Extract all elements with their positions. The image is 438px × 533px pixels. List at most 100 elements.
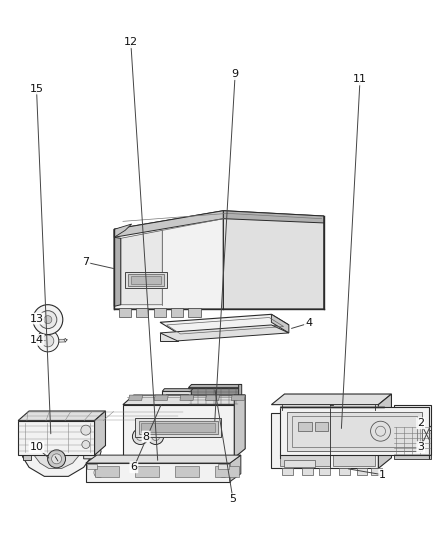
Polygon shape — [319, 469, 330, 475]
Polygon shape — [298, 422, 311, 431]
Polygon shape — [18, 421, 95, 455]
Polygon shape — [394, 405, 431, 426]
Polygon shape — [285, 461, 315, 467]
Text: 11: 11 — [353, 75, 367, 84]
Polygon shape — [272, 413, 378, 469]
Polygon shape — [136, 308, 148, 317]
Polygon shape — [139, 421, 218, 434]
Text: 12: 12 — [124, 37, 138, 47]
Polygon shape — [175, 466, 198, 477]
Polygon shape — [394, 426, 431, 455]
Circle shape — [42, 335, 54, 347]
Polygon shape — [315, 422, 328, 431]
Circle shape — [39, 311, 57, 329]
Text: 14: 14 — [29, 335, 43, 345]
Text: 8: 8 — [142, 432, 150, 441]
Polygon shape — [231, 395, 245, 400]
Polygon shape — [121, 230, 162, 305]
Polygon shape — [166, 394, 187, 410]
Polygon shape — [230, 455, 241, 482]
Polygon shape — [114, 211, 223, 309]
Polygon shape — [160, 314, 289, 333]
Circle shape — [148, 429, 164, 445]
Polygon shape — [180, 395, 194, 400]
Polygon shape — [357, 469, 367, 475]
Text: 5: 5 — [230, 494, 237, 504]
Text: 7: 7 — [82, 257, 89, 267]
Polygon shape — [171, 308, 183, 317]
Polygon shape — [160, 333, 177, 341]
Polygon shape — [218, 464, 229, 470]
Polygon shape — [114, 237, 121, 306]
Polygon shape — [119, 308, 131, 317]
Circle shape — [81, 425, 91, 435]
Text: 10: 10 — [29, 442, 43, 452]
Polygon shape — [35, 447, 78, 469]
Circle shape — [371, 421, 391, 441]
Polygon shape — [239, 384, 242, 405]
Polygon shape — [18, 411, 106, 421]
Polygon shape — [394, 455, 431, 459]
Circle shape — [33, 305, 63, 335]
Polygon shape — [87, 464, 97, 470]
Polygon shape — [86, 463, 230, 482]
Polygon shape — [223, 211, 324, 223]
Text: 13: 13 — [29, 313, 43, 324]
Polygon shape — [123, 395, 245, 405]
Polygon shape — [272, 314, 289, 333]
Circle shape — [132, 429, 148, 445]
Polygon shape — [280, 407, 428, 455]
Polygon shape — [162, 389, 193, 391]
Circle shape — [82, 440, 90, 448]
Polygon shape — [141, 423, 215, 432]
Polygon shape — [86, 455, 241, 463]
Circle shape — [44, 316, 52, 324]
Polygon shape — [135, 418, 221, 437]
Polygon shape — [339, 469, 350, 475]
Circle shape — [48, 450, 66, 468]
Polygon shape — [95, 466, 119, 477]
Polygon shape — [95, 411, 106, 455]
Polygon shape — [22, 442, 92, 477]
Polygon shape — [272, 394, 392, 405]
Polygon shape — [223, 211, 324, 309]
Polygon shape — [114, 224, 132, 237]
Polygon shape — [332, 410, 375, 466]
Polygon shape — [160, 325, 289, 341]
Polygon shape — [125, 272, 166, 288]
Polygon shape — [394, 426, 431, 430]
Circle shape — [52, 454, 62, 464]
Polygon shape — [292, 416, 417, 447]
Polygon shape — [154, 395, 168, 400]
Polygon shape — [153, 308, 166, 317]
Polygon shape — [188, 387, 239, 405]
Polygon shape — [162, 391, 191, 413]
Polygon shape — [123, 405, 234, 458]
Text: 9: 9 — [232, 69, 239, 79]
Polygon shape — [287, 412, 423, 451]
Polygon shape — [283, 469, 293, 475]
Polygon shape — [188, 308, 201, 317]
Polygon shape — [302, 469, 313, 475]
Polygon shape — [205, 395, 219, 400]
Polygon shape — [129, 395, 143, 400]
Polygon shape — [378, 394, 392, 469]
Polygon shape — [280, 410, 330, 466]
Polygon shape — [188, 384, 242, 387]
Polygon shape — [22, 453, 31, 460]
Text: 1: 1 — [379, 470, 386, 480]
Text: 3: 3 — [417, 442, 424, 452]
Polygon shape — [131, 276, 161, 284]
Polygon shape — [234, 395, 245, 458]
Text: 15: 15 — [29, 84, 43, 93]
Polygon shape — [128, 274, 163, 286]
Polygon shape — [49, 340, 65, 343]
Polygon shape — [84, 445, 101, 459]
Text: 2: 2 — [417, 418, 424, 428]
Text: 6: 6 — [131, 462, 138, 472]
Polygon shape — [215, 466, 239, 477]
Polygon shape — [114, 211, 223, 237]
Polygon shape — [134, 466, 159, 477]
Circle shape — [37, 330, 59, 352]
Text: 4: 4 — [305, 318, 312, 328]
